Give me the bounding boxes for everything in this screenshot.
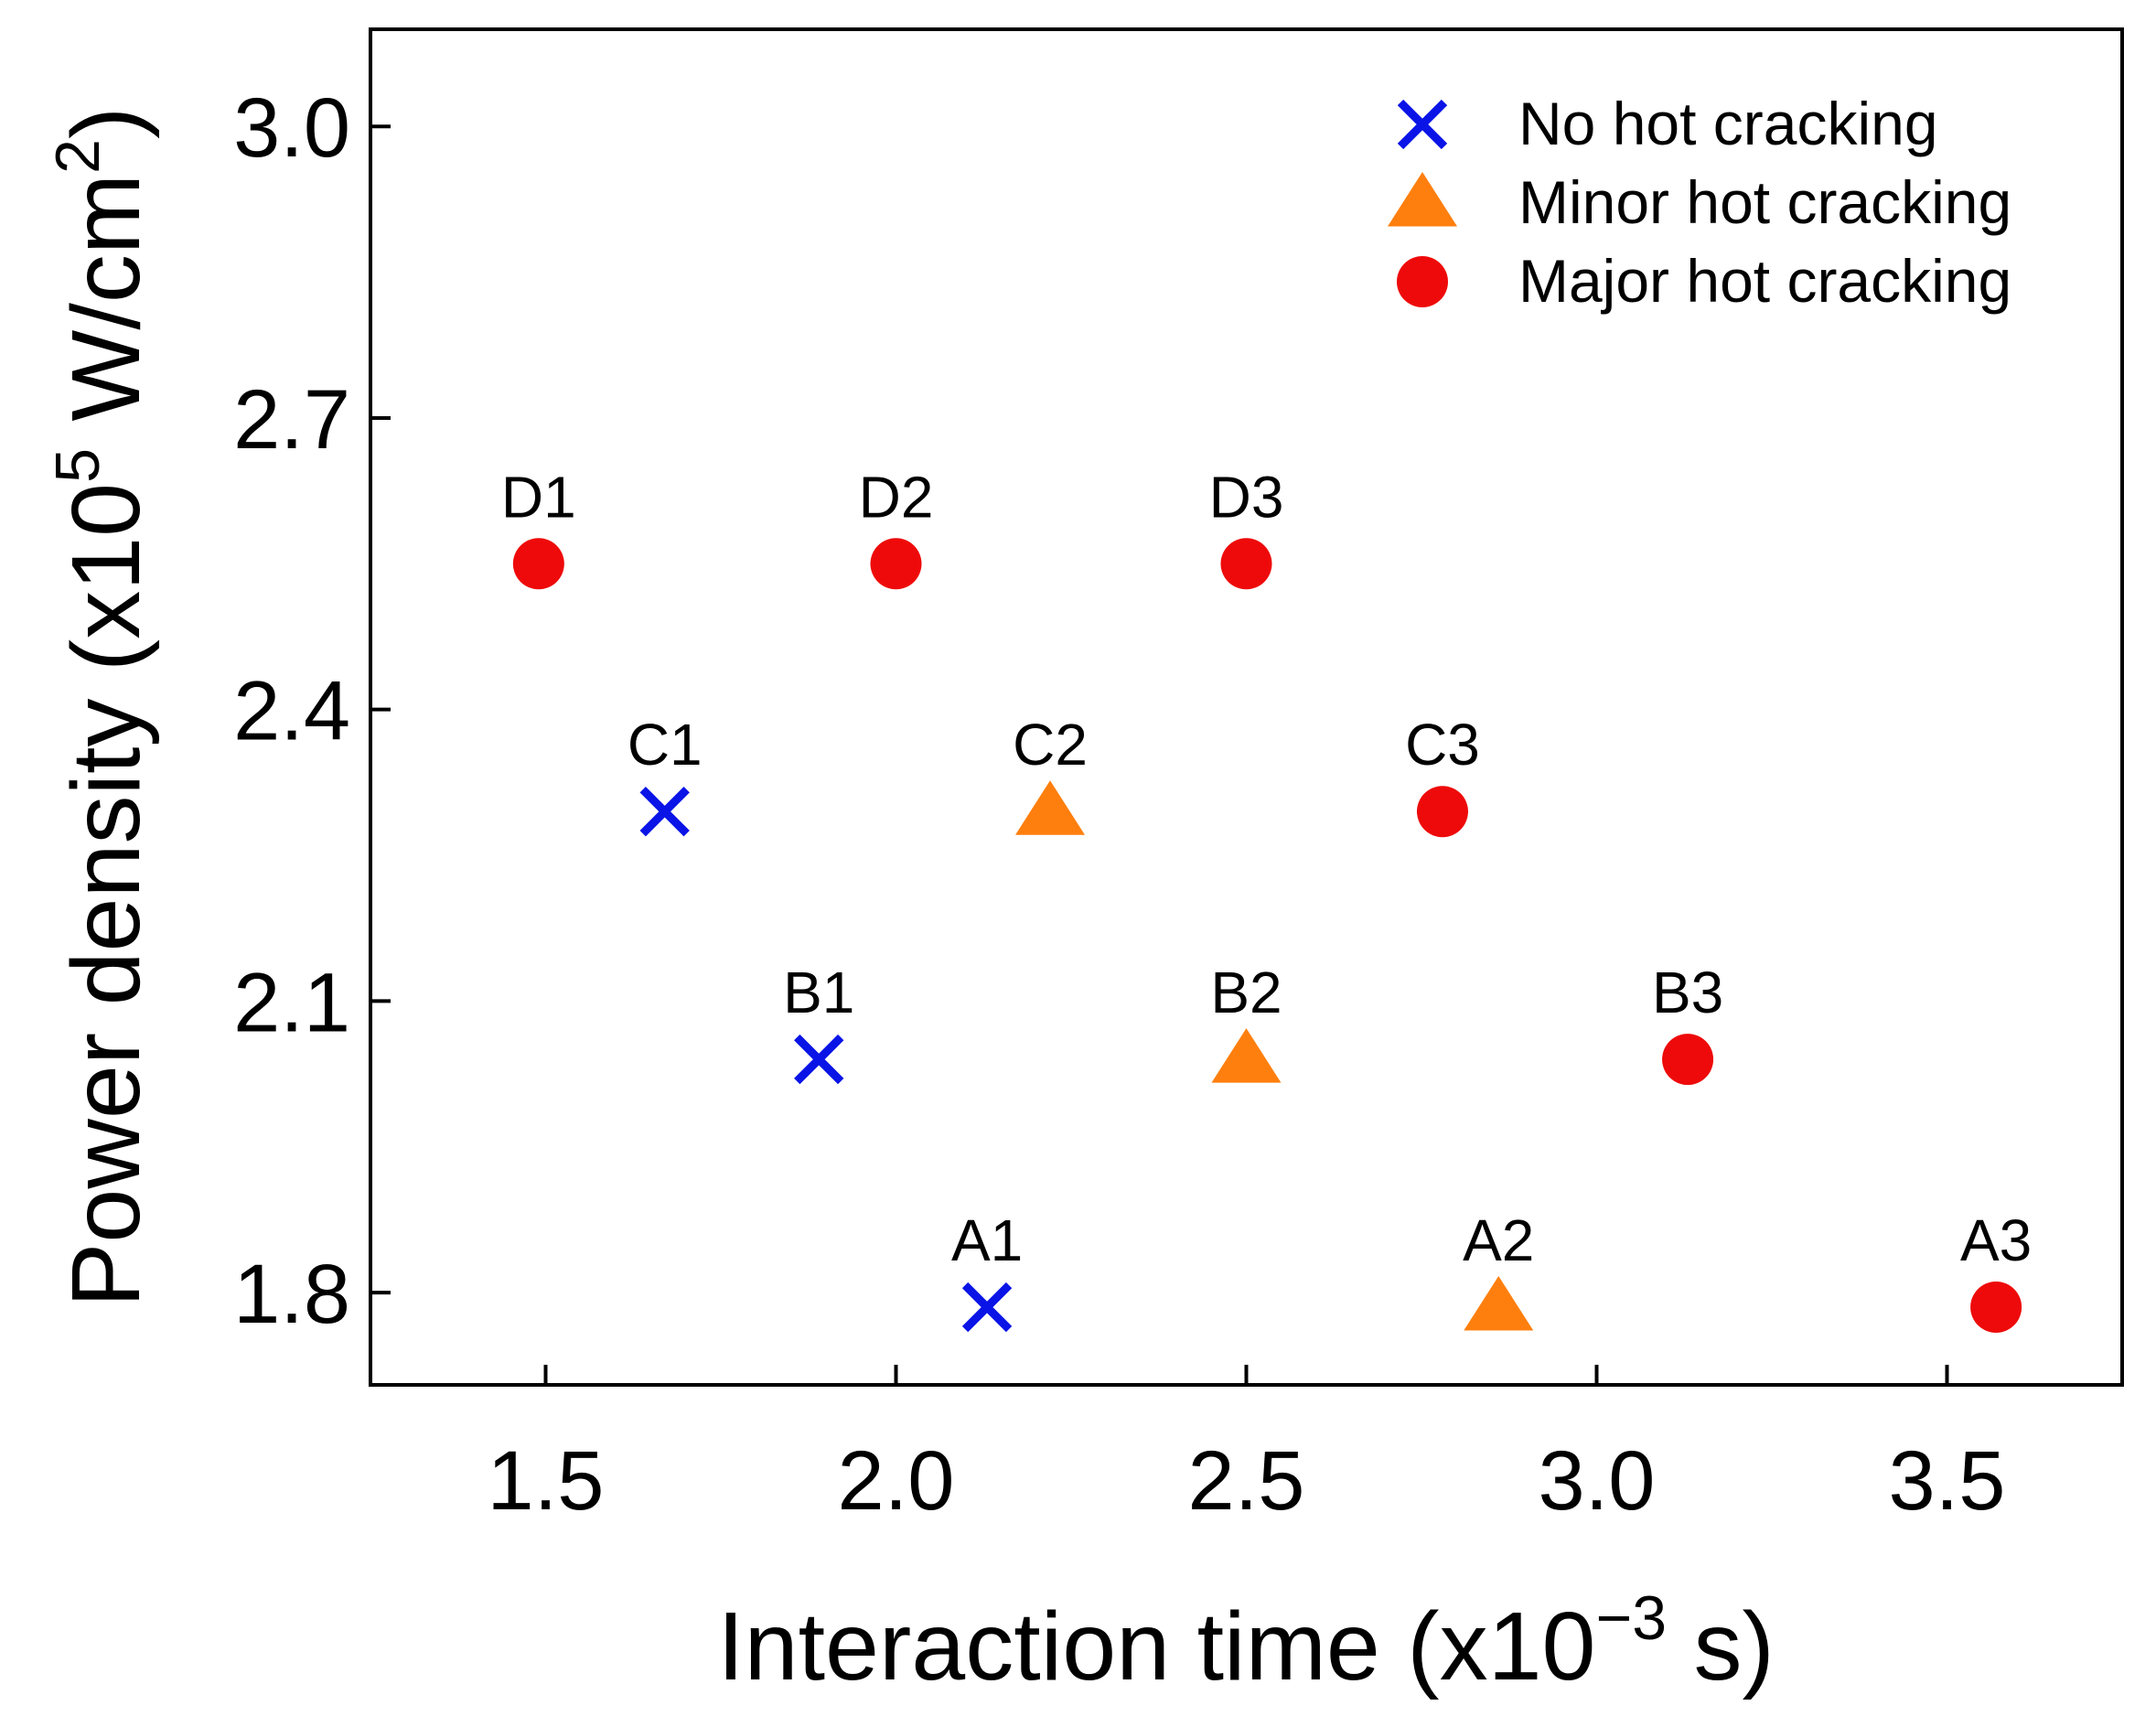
legend: No hot cracking Minor hot cracking Major h… (1388, 90, 2011, 315)
y-tick-label: 3.0 (233, 81, 350, 175)
legend-label: No hot cracking (1518, 90, 1938, 157)
y-axis-title: Power density (x105 W/cm2) (43, 107, 160, 1308)
x-axis-title: Interaction time (x10−3 s) (717, 1583, 1775, 1700)
y-tick-label: 2.4 (233, 665, 350, 758)
data-point (794, 1034, 844, 1085)
legend-label: Major hot cracking (1518, 247, 2011, 315)
point-label: B1 (783, 960, 854, 1025)
y-tick-label: 2.1 (233, 956, 350, 1049)
data-point-stroke (794, 1034, 844, 1085)
data-point (1220, 538, 1272, 590)
data-point (1464, 1276, 1534, 1331)
x-tick-label: 2.5 (1188, 1434, 1305, 1528)
y-tick-label: 1.8 (233, 1248, 350, 1341)
x-tick-label: 3.0 (1539, 1434, 1656, 1528)
data-point (1662, 1034, 1714, 1086)
point-label: B2 (1210, 960, 1282, 1025)
data-point (1416, 786, 1468, 838)
data-point (961, 1282, 1013, 1333)
data-point (1970, 1282, 2022, 1334)
point-label: D3 (1209, 464, 1284, 530)
data-point (639, 787, 690, 837)
legend-label: Minor hot cracking (1518, 168, 2011, 236)
data-points: A1 B1 C1 A2 B2 C2 A3 B3 C3 D1 D2 D3 (501, 464, 2032, 1334)
point-label: C3 (1405, 712, 1480, 778)
point-label: D1 (501, 464, 576, 530)
data-point (1211, 1028, 1282, 1083)
point-label: A3 (1960, 1207, 2032, 1273)
point-label: D2 (859, 464, 934, 530)
axis-ticks: 1.5 2.0 2.5 3.0 3.5 1.8 2.1 2.4 2.7 3.0 (233, 81, 2005, 1528)
point-label: B3 (1652, 960, 1723, 1025)
legend-marker-stroke (1397, 99, 1448, 150)
point-label: A1 (951, 1207, 1023, 1273)
point-label: C2 (1013, 712, 1088, 778)
point-label: C1 (627, 712, 703, 778)
data-point (1015, 780, 1086, 835)
data-point (512, 538, 564, 590)
legend-marker (1397, 256, 1448, 307)
point-label: A2 (1463, 1207, 1534, 1273)
legend-marker (1397, 99, 1448, 150)
x-tick-label: 3.5 (1889, 1434, 2006, 1528)
data-point-stroke (639, 787, 690, 837)
x-tick-label: 2.0 (838, 1434, 955, 1528)
x-tick-label: 1.5 (488, 1434, 605, 1528)
legend-marker (1388, 172, 1457, 227)
y-tick-label: 2.7 (233, 373, 350, 467)
data-point (870, 538, 922, 590)
data-point-stroke (961, 1282, 1013, 1333)
